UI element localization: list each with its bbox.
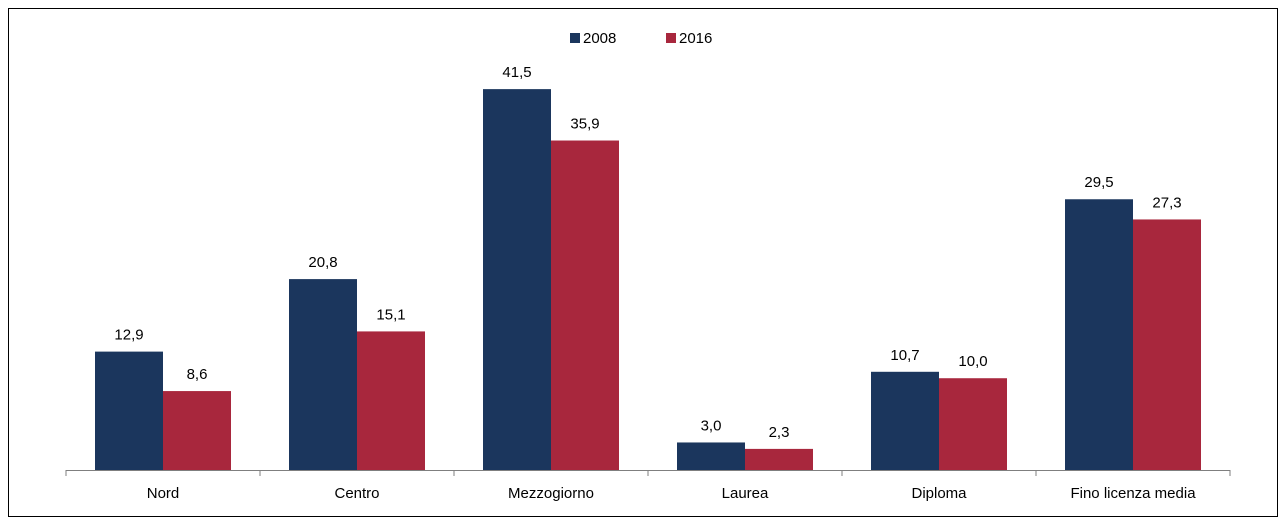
value-label: 41,5 (502, 64, 531, 81)
x-tick-label: Mezzogiorno (508, 485, 594, 502)
bar (871, 371, 939, 470)
bar (939, 378, 1007, 470)
bar (163, 391, 231, 470)
value-label: 20,8 (308, 254, 337, 271)
bar (95, 351, 163, 470)
legend-label: 2016 (679, 30, 712, 47)
x-tick-label: Nord (147, 485, 180, 502)
bar (677, 442, 745, 470)
bar (289, 279, 357, 470)
bar (483, 89, 551, 470)
value-label: 35,9 (570, 115, 599, 132)
value-label: 12,9 (114, 327, 143, 344)
x-tick-label: Fino licenza media (1070, 485, 1196, 502)
bar (357, 331, 425, 470)
bar (745, 448, 813, 470)
legend-label: 2008 (583, 30, 616, 47)
value-label: 3,0 (701, 417, 722, 434)
value-label: 27,3 (1152, 194, 1181, 211)
bar (1065, 199, 1133, 470)
legend-swatch (666, 33, 676, 43)
bar (551, 140, 619, 471)
x-tick-label: Laurea (722, 485, 769, 502)
legend-swatch (570, 33, 580, 43)
value-label: 10,0 (958, 353, 987, 370)
value-label: 15,1 (376, 306, 405, 323)
value-label: 2,3 (769, 424, 790, 441)
value-label: 10,7 (890, 347, 919, 364)
value-label: 29,5 (1084, 174, 1113, 191)
value-label: 8,6 (187, 366, 208, 383)
bar (1133, 219, 1201, 470)
x-tick-label: Centro (334, 485, 379, 502)
x-tick-label: Diploma (911, 485, 967, 502)
